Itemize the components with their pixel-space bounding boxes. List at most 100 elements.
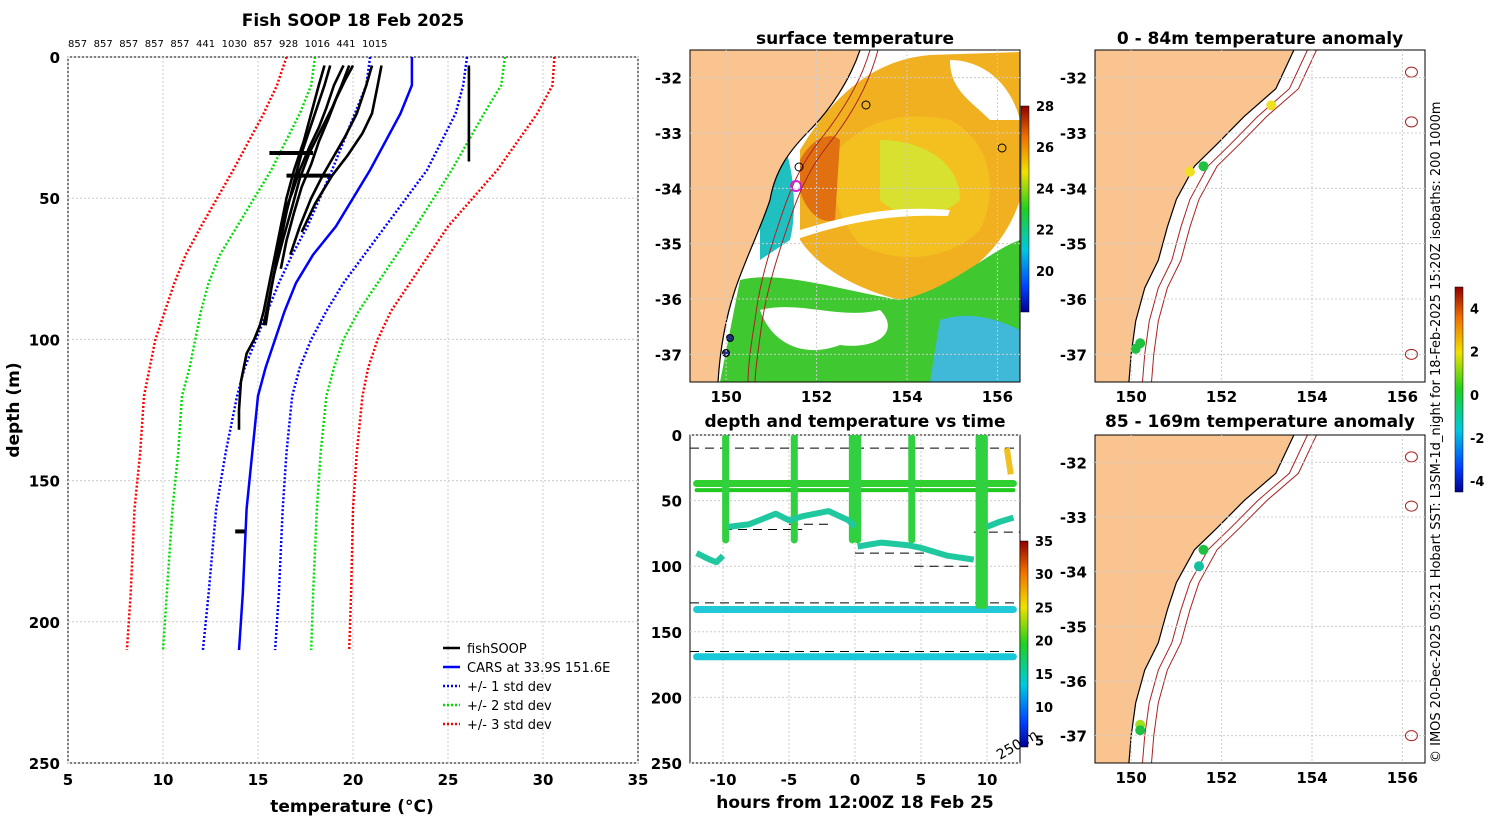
anom2-ticks: 150 152 154 156 -32 -33 -34 -35 -36 -37: [1060, 435, 1425, 787]
time-title: depth and temperature vs time: [705, 412, 1006, 432]
map-isobath: [1141, 435, 1308, 763]
temperature-trace: [857, 539, 975, 563]
colorbar-tick-label: 20: [1035, 635, 1053, 650]
lat-tick-label: -35: [655, 236, 682, 254]
top-label: 441: [196, 39, 215, 50]
lat-tick-label: -32: [1060, 454, 1087, 472]
lon-tick-label: 152: [1206, 388, 1237, 406]
profile-ylabel: depth (m): [4, 362, 24, 457]
map-island-contour: [1404, 66, 1418, 78]
x-tick-label: 20: [343, 771, 364, 789]
credit-text: © IMOS 20-Dec-2025 05:21 Hobart SST: L3S…: [1429, 101, 1444, 763]
lon-tick-label: 154: [1296, 769, 1327, 787]
colorbar-tick-label: 25: [1035, 601, 1053, 616]
colorbar-tick-label: -4: [1470, 475, 1484, 490]
anomaly-map-2: 85 - 169m temperature anomaly 150 152 154 1…: [1060, 412, 1426, 787]
profile-panel: Fish SOOP 18 Feb 2025 857 857 857 857 857 441…: [4, 11, 648, 817]
lon-tick-label: 152: [1206, 769, 1237, 787]
lat-tick-label: -37: [655, 346, 682, 364]
map-isobath: [1151, 435, 1317, 763]
lat-tick-label: -34: [655, 180, 682, 198]
lat-tick-label: -35: [1060, 236, 1087, 254]
legend-label: CARS at 33.9S 151.6E: [467, 661, 610, 676]
anomaly-point: [1198, 161, 1209, 172]
anomaly-colorbar-ticks: 4 2 0 -2 -4: [1470, 303, 1484, 491]
sst-colorbar: [1020, 105, 1030, 313]
profile-lines: [125, 57, 556, 651]
top-label: 857: [145, 39, 164, 50]
x-tick-label: 10: [153, 771, 174, 789]
colorbar-tick-label: 2: [1470, 346, 1479, 361]
time-y-tick-label: 100: [651, 558, 682, 576]
profile-legend: fishSOOP CARS at 33.9S 151.6E +/- 1 std de…: [443, 642, 610, 733]
lon-tick-label: 156: [1387, 769, 1418, 787]
anomaly-point: [1130, 343, 1141, 354]
time-data: [690, 435, 1020, 661]
map-isobath: [1151, 50, 1317, 382]
top-label: 857: [170, 39, 189, 50]
colorbar-tick-label: 28: [1036, 100, 1054, 115]
lat-tick-label: -33: [1060, 509, 1087, 527]
main-title: Fish SOOP 18 Feb 2025: [242, 11, 465, 31]
top-label: 441: [336, 39, 355, 50]
colorbar-tick-label: 4: [1470, 303, 1479, 318]
legend-label: +/- 2 std dev: [467, 699, 552, 714]
sst-isobath-1000: [754, 50, 879, 382]
lon-tick-label: 150: [1116, 769, 1147, 787]
x-tick-label: 5: [63, 771, 73, 789]
y-tick-label: 200: [29, 614, 60, 632]
lon-tick-label: 150: [711, 388, 742, 406]
map-island-contour: [1404, 730, 1418, 742]
anomaly-point: [1135, 725, 1146, 736]
y-tick-label: 250: [29, 755, 60, 773]
legend-label: fishSOOP: [467, 642, 527, 657]
sst-marker: [726, 334, 734, 342]
sst-current-core: [800, 136, 840, 221]
time-colorbar: [1019, 540, 1029, 748]
time-x-tick-label: 10: [977, 771, 998, 789]
lat-tick-label: -33: [655, 125, 682, 143]
lat-tick-label: -33: [1060, 125, 1087, 143]
anomaly-colorbar: [1454, 286, 1464, 493]
colorbar-tick-label: 22: [1036, 224, 1054, 239]
y-tick-label: 0: [50, 49, 60, 67]
colorbar-tick-label: 5: [1035, 734, 1044, 749]
sst-marker: [997, 143, 1007, 153]
colorbar-tick-label: 30: [1035, 568, 1053, 583]
time-y-tick-label: 0: [672, 427, 682, 445]
series-line: [273, 57, 469, 651]
map-island-contour: [1404, 348, 1418, 360]
time-x-tick-label: 0: [850, 771, 860, 789]
lat-tick-label: -36: [1060, 291, 1087, 309]
top-label: 928: [279, 39, 298, 50]
sst-colorbar-ticks: 20 22 24 26 28: [1036, 100, 1054, 280]
lon-tick-label: 156: [1387, 388, 1418, 406]
sst-axes-box: [689, 49, 1021, 383]
legend-label: +/- 1 std dev: [467, 680, 552, 695]
top-labels: 857 857 857 857 857 441 1030 857 928 1016 441 1015: [68, 39, 387, 50]
lat-tick-label: -32: [655, 70, 682, 88]
time-y-tick-label: 50: [661, 493, 682, 511]
sst-isobath-200: [747, 50, 871, 382]
top-label: 857: [94, 39, 113, 50]
sst-cold-patch: [930, 315, 1020, 382]
colorbar-tick-label: 10: [1035, 701, 1053, 716]
anomaly-point: [1198, 544, 1209, 555]
anom2-axes-box: [1094, 434, 1426, 764]
map-island-contour: [1404, 500, 1418, 512]
map-coastline: [1128, 435, 1295, 763]
lat-tick-label: -32: [1060, 70, 1087, 88]
fishsoop-profile: [289, 65, 374, 256]
sst-land: [690, 50, 860, 382]
time-x-tick-label: -5: [781, 771, 798, 789]
lon-tick-label: 150: [1116, 388, 1147, 406]
time-panel: depth and temperature vs time -10 -5 0 5 100…: [651, 412, 1053, 813]
sst-cloud-3: [800, 208, 950, 238]
fishsoop-profile: [300, 65, 383, 233]
lat-tick-label: -35: [1060, 618, 1087, 636]
series-line: [309, 57, 507, 651]
top-label: 1015: [362, 39, 387, 50]
lat-tick-label: -37: [1060, 728, 1087, 746]
